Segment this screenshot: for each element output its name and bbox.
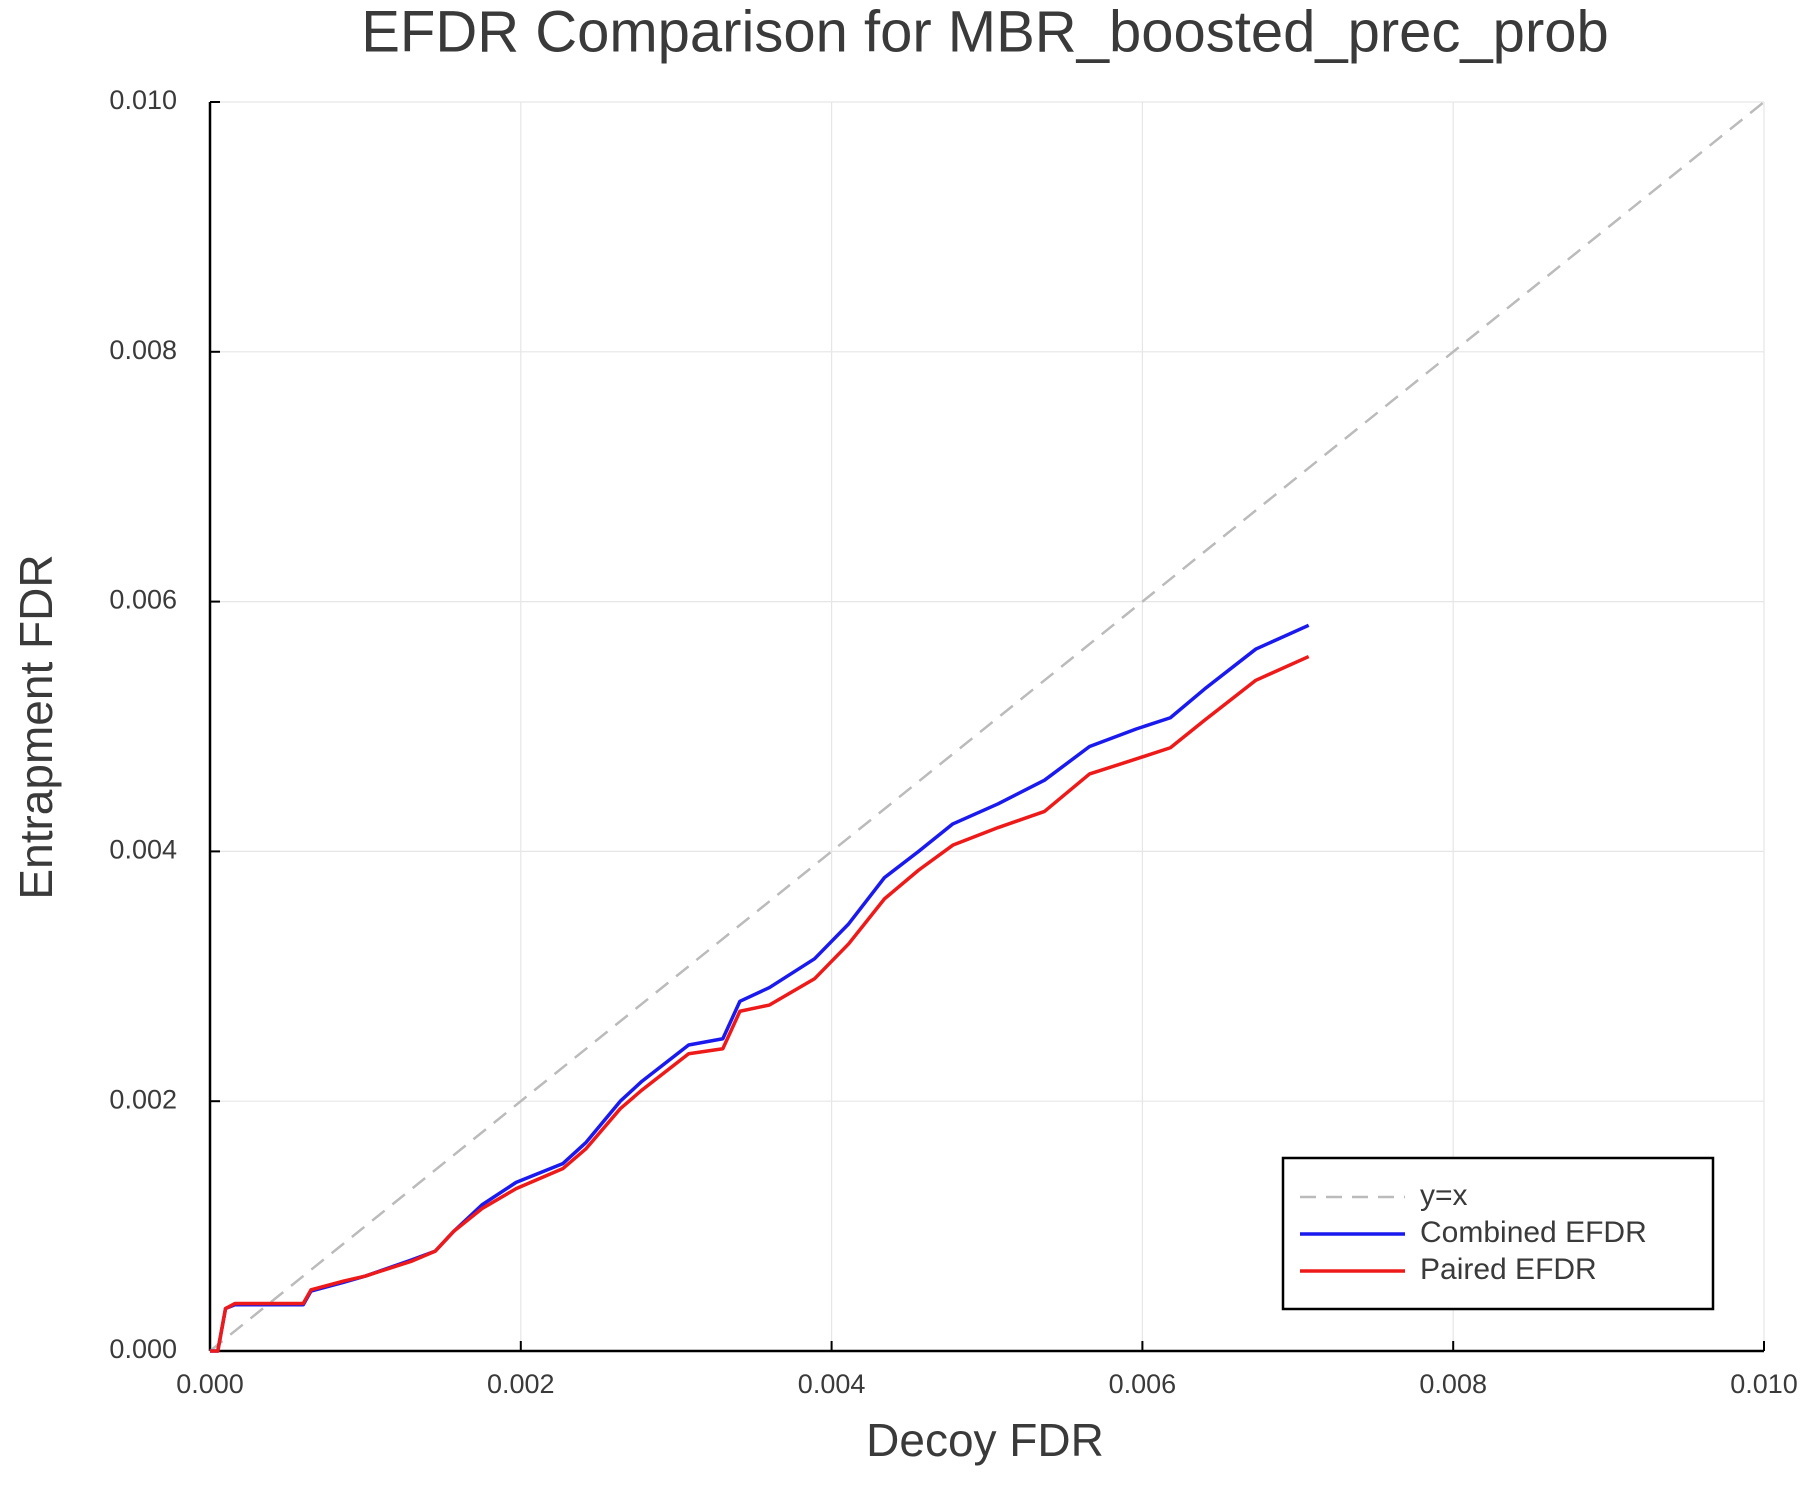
y-tick-label: 0.008 xyxy=(109,335,177,365)
legend-label: y=x xyxy=(1420,1179,1468,1212)
x-tick-label: 0.000 xyxy=(176,1369,244,1399)
x-axis-label: Decoy FDR xyxy=(866,1414,1104,1466)
y-axis-label: Entrapment FDR xyxy=(10,554,62,899)
x-tick-label: 0.008 xyxy=(1419,1369,1487,1399)
legend-label: Combined EFDR xyxy=(1420,1216,1647,1249)
y-tick-label: 0.006 xyxy=(109,585,177,615)
y-tick-label: 0.004 xyxy=(109,835,177,865)
x-tick-label: 0.004 xyxy=(798,1369,866,1399)
x-tick-label: 0.002 xyxy=(487,1369,555,1399)
y-tick-label: 0.000 xyxy=(109,1334,177,1364)
series-line xyxy=(209,101,1765,1352)
legend-label: Paired EFDR xyxy=(1420,1253,1597,1286)
y-tick-label: 0.002 xyxy=(109,1084,177,1114)
series-line xyxy=(210,654,1310,1353)
x-tick-label: 0.010 xyxy=(1730,1369,1798,1399)
x-tick-label: 0.006 xyxy=(1109,1369,1177,1399)
chart-title: EFDR Comparison for MBR_boosted_prec_pro… xyxy=(361,0,1609,64)
y-tick-label: 0.010 xyxy=(109,85,177,115)
